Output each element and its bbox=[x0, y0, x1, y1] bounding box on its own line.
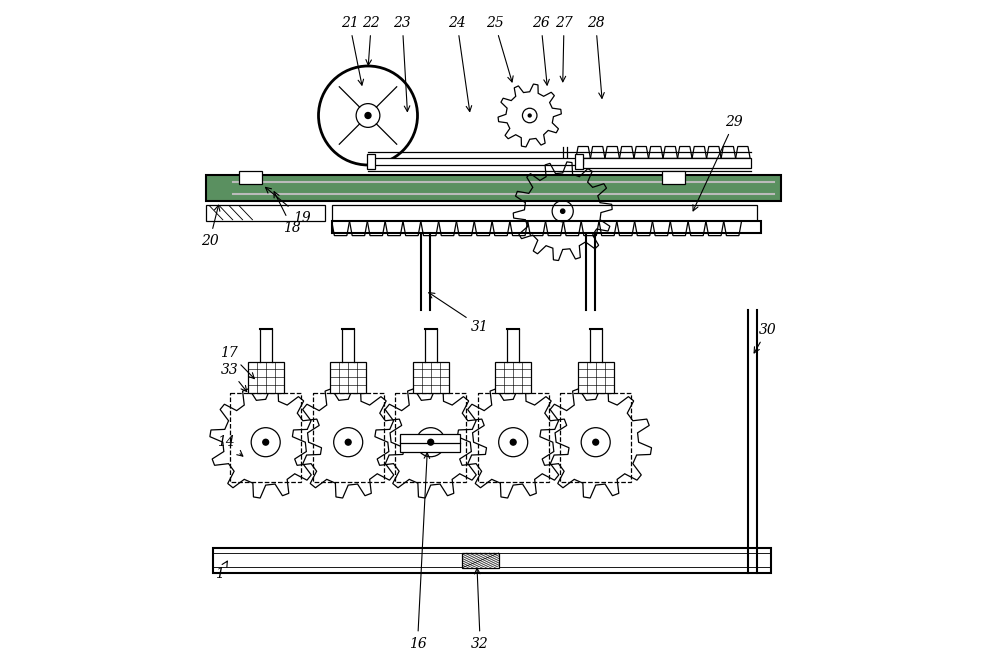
Text: 22: 22 bbox=[362, 16, 380, 65]
Bar bbox=[206, 205, 325, 221]
Bar bbox=[413, 362, 449, 393]
Bar bbox=[206, 175, 780, 201]
Bar bbox=[213, 548, 771, 573]
Text: 27: 27 bbox=[555, 16, 573, 82]
Text: 24: 24 bbox=[448, 16, 472, 112]
Circle shape bbox=[263, 440, 269, 445]
Circle shape bbox=[593, 440, 599, 445]
Circle shape bbox=[365, 112, 371, 119]
Bar bbox=[368, 158, 582, 165]
Bar bbox=[478, 393, 549, 482]
Bar bbox=[332, 221, 761, 233]
Text: 25: 25 bbox=[486, 16, 513, 82]
Text: 1: 1 bbox=[215, 561, 227, 581]
Bar bbox=[395, 393, 466, 482]
Text: 16: 16 bbox=[409, 453, 430, 651]
Bar bbox=[313, 393, 384, 482]
Text: 32: 32 bbox=[471, 568, 489, 651]
Bar bbox=[230, 393, 301, 482]
Bar bbox=[248, 362, 284, 393]
Text: 33: 33 bbox=[221, 362, 247, 391]
Bar bbox=[575, 154, 583, 169]
Bar bbox=[462, 553, 499, 568]
Text: 18: 18 bbox=[274, 191, 301, 235]
Text: 14: 14 bbox=[217, 435, 243, 456]
Text: 17: 17 bbox=[221, 346, 254, 379]
Text: 19: 19 bbox=[265, 187, 311, 225]
Bar bbox=[330, 362, 366, 393]
Bar bbox=[576, 158, 751, 168]
Text: 21: 21 bbox=[341, 16, 364, 85]
Circle shape bbox=[345, 440, 351, 445]
Text: 23: 23 bbox=[393, 16, 411, 112]
Circle shape bbox=[428, 440, 434, 445]
Bar bbox=[662, 171, 685, 184]
Bar bbox=[400, 434, 460, 452]
Circle shape bbox=[528, 114, 531, 117]
Text: 29: 29 bbox=[693, 115, 743, 211]
Circle shape bbox=[561, 209, 565, 213]
Circle shape bbox=[510, 440, 516, 445]
Text: 31: 31 bbox=[429, 292, 489, 334]
Bar bbox=[495, 362, 531, 393]
Text: 26: 26 bbox=[532, 16, 550, 85]
Text: 28: 28 bbox=[587, 16, 605, 98]
Bar bbox=[578, 362, 614, 393]
Text: 20: 20 bbox=[201, 205, 220, 248]
Bar bbox=[239, 171, 262, 184]
Bar bbox=[332, 205, 757, 221]
Text: 30: 30 bbox=[754, 323, 776, 353]
Bar bbox=[367, 154, 375, 169]
Bar bbox=[560, 393, 631, 482]
